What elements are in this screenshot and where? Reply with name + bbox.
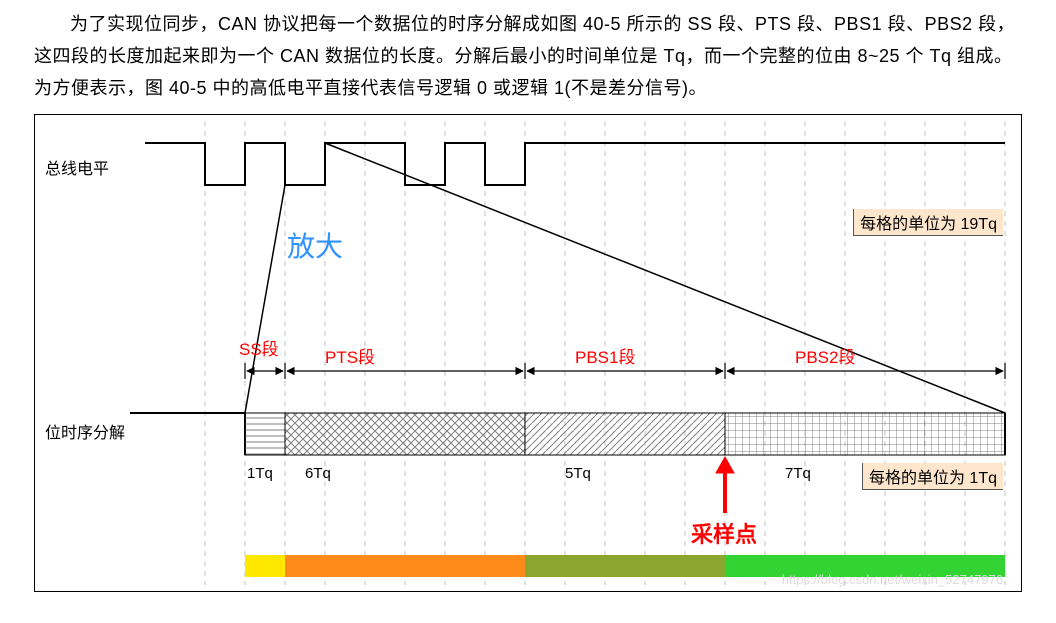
note-bottom: 每格的单位为 1Tq [862, 463, 1003, 490]
tq-label-pbs2: 7Tq [785, 465, 811, 482]
tq-label-pbs1: 5Tq [565, 465, 591, 482]
note-top: 每格的单位为 19Tq [853, 209, 1003, 236]
figure-40-5: 总线电平 位时序分解 [34, 114, 1022, 592]
watermark: https://blog.csdn.net/weixin_52747976 [782, 572, 1003, 587]
sample-point-label: 采样点 [691, 517, 757, 549]
seg-label-pbs1: PBS1段 [575, 343, 635, 368]
paragraph: 为了实现位同步，CAN 协议把每一个数据位的时序分解成如图 40-5 所示的 S… [0, 0, 1056, 114]
tq-label-ss: 1Tq [247, 465, 273, 482]
color-strip-yellow [245, 555, 285, 577]
timing-diagram [35, 115, 1021, 593]
tq-label-pts: 6Tq [305, 465, 331, 482]
color-strip-olive [525, 555, 725, 577]
seg-label-ss: SS段 [239, 335, 279, 360]
seg-label-pts: PTS段 [325, 343, 375, 368]
seg-label-pbs2: PBS2段 [795, 343, 855, 368]
zoom-label: 放大 [287, 225, 343, 265]
color-strip-orange [285, 555, 525, 577]
